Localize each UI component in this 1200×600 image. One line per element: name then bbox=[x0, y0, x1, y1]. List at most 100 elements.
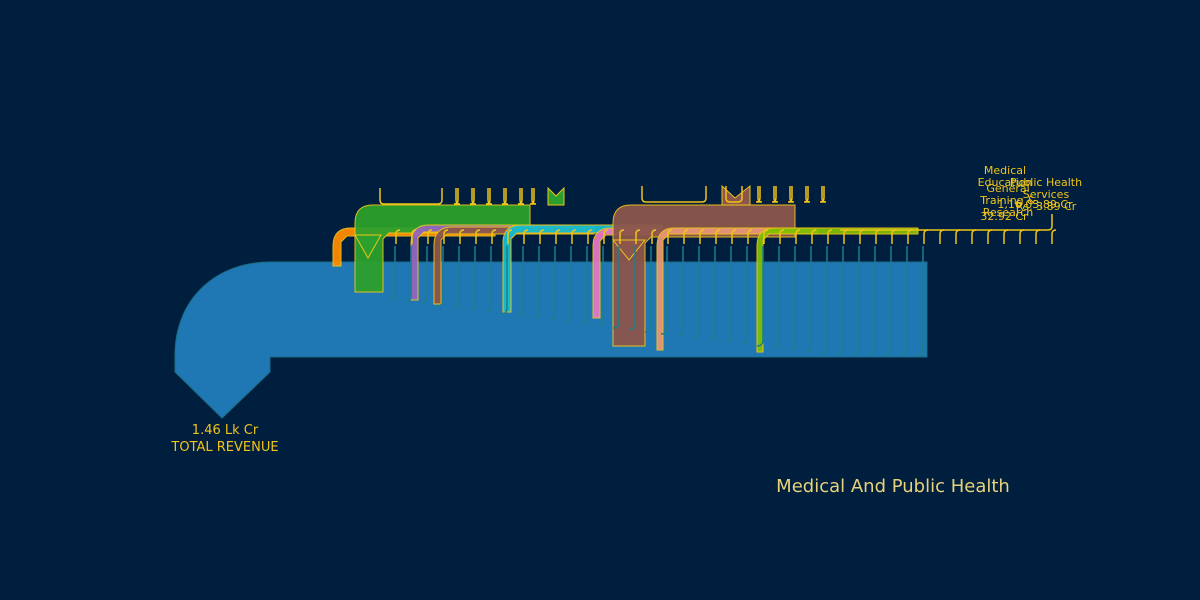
connector-line-30 bbox=[868, 246, 876, 356]
leaf-marker-38 bbox=[1003, 229, 1009, 244]
leaf-marker-33 bbox=[923, 229, 929, 244]
leaf-marker-40 bbox=[1035, 229, 1041, 244]
leaf-marker-25 bbox=[795, 229, 801, 244]
leaf-marker-26 bbox=[811, 229, 817, 244]
connector-line-23 bbox=[756, 246, 764, 347]
upper-bracket-4 bbox=[501, 188, 509, 205]
connector-line-5 bbox=[468, 246, 476, 311]
leaf-marker-20 bbox=[715, 229, 721, 244]
connector-line-17 bbox=[660, 246, 668, 335]
connector-line-14 bbox=[612, 246, 620, 329]
leaf-marker-23 bbox=[763, 229, 769, 244]
leaf-label-1-line-2: Research bbox=[983, 206, 1033, 219]
upper-bracket-1 bbox=[453, 188, 461, 205]
connector-line-3 bbox=[436, 246, 444, 307]
leaf-label-2-line-2: Rs. 3.89 Cr bbox=[1016, 200, 1077, 213]
connector-line-1 bbox=[404, 246, 412, 303]
branch-cyan bbox=[502, 224, 663, 313]
connector-line-2 bbox=[420, 246, 428, 305]
connector-line-29 bbox=[852, 246, 860, 356]
leaf-label-1-line-1: Training & bbox=[979, 194, 1036, 207]
connector-line-7 bbox=[500, 246, 508, 315]
upper-bracket-13 bbox=[819, 186, 827, 203]
connector-line-33 bbox=[916, 246, 924, 356]
connector-line-32 bbox=[900, 246, 908, 356]
upper-bracket-11 bbox=[787, 186, 795, 203]
leaf-marker-5 bbox=[475, 229, 481, 244]
connector-line-4 bbox=[452, 246, 460, 309]
leaf-marker-16 bbox=[651, 229, 657, 244]
leaf-labels: Medical Education General Training & Res… bbox=[978, 164, 1082, 223]
leaf-marker-3 bbox=[443, 229, 449, 244]
leaf-marker-15 bbox=[635, 229, 641, 244]
leaf-marker-27 bbox=[827, 229, 833, 244]
upper-bracket-12 bbox=[803, 186, 811, 203]
green-arrow-head bbox=[354, 234, 382, 260]
branch-flows bbox=[332, 184, 919, 353]
branch-pink bbox=[592, 227, 753, 319]
upper-bracket-5 bbox=[517, 188, 525, 205]
connector-line-16 bbox=[644, 246, 652, 333]
leaf-label-2-line-0: Public Health bbox=[1010, 176, 1082, 189]
connector-line-12 bbox=[580, 246, 588, 325]
connector-line-13 bbox=[596, 246, 604, 327]
connector-line-31 bbox=[884, 246, 892, 356]
connector-line-11 bbox=[564, 246, 572, 323]
connector-line-8 bbox=[516, 246, 524, 317]
connector-line-15 bbox=[628, 246, 636, 331]
leaf-marker-39 bbox=[1019, 229, 1025, 244]
connector-line-26 bbox=[804, 246, 812, 353]
leaf-markers bbox=[379, 186, 1057, 356]
leaf-marker-7 bbox=[507, 229, 513, 244]
connector-line-0 bbox=[388, 246, 396, 301]
root-value-label: 1.46 Lk Cr bbox=[192, 423, 259, 438]
leaf-label-0-line-0: Medical bbox=[984, 164, 1026, 177]
leaf-marker-19 bbox=[699, 229, 705, 244]
leaf-marker-11 bbox=[571, 229, 577, 244]
leaf-marker-36 bbox=[971, 229, 977, 244]
leaf-marker-10 bbox=[555, 229, 561, 244]
leaf-label-1-line-0: General bbox=[986, 182, 1029, 195]
branch-brown-small bbox=[433, 226, 595, 305]
leaf-marker-6 bbox=[491, 229, 497, 244]
connector-line-18 bbox=[676, 246, 684, 337]
leaf-marker-4 bbox=[459, 229, 465, 244]
upper-bracket-9 bbox=[755, 186, 763, 203]
leaf-marker-22 bbox=[747, 229, 753, 244]
connector-line-19 bbox=[692, 246, 700, 339]
leaf-label-0-line-1: Education bbox=[978, 176, 1033, 189]
leaf-marker-41 bbox=[1051, 229, 1057, 244]
root-flow bbox=[174, 261, 928, 419]
chart-title: Medical And Public Health bbox=[776, 476, 1010, 497]
connector-line-24 bbox=[772, 246, 780, 349]
leaf-marker-1 bbox=[411, 229, 417, 244]
right-end-bracket-0 bbox=[840, 214, 1053, 231]
leaf-marker-2 bbox=[427, 229, 433, 244]
leaf-marker-18 bbox=[683, 229, 689, 244]
brown-arrow-head bbox=[611, 239, 647, 261]
leaf-marker-34 bbox=[939, 229, 945, 244]
connector-line-10 bbox=[548, 246, 556, 321]
connector-line-27 bbox=[820, 246, 828, 355]
leaf-marker-37 bbox=[987, 229, 993, 244]
leaf-marker-0 bbox=[395, 229, 401, 244]
connector-line-22 bbox=[740, 246, 748, 345]
upper-bracket-7 bbox=[641, 186, 707, 203]
leaf-marker-24 bbox=[779, 229, 785, 244]
leaf-label-2-line-1: Services bbox=[1023, 188, 1070, 201]
leaf-marker-21 bbox=[731, 229, 737, 244]
leaf-marker-9 bbox=[539, 229, 545, 244]
upper-bracket-10 bbox=[771, 186, 779, 203]
connector-line-25 bbox=[788, 246, 796, 351]
connector-line-6 bbox=[484, 246, 492, 313]
leaf-marker-14 bbox=[619, 229, 625, 244]
green-notch bbox=[547, 186, 565, 206]
upper-bracket-0 bbox=[379, 188, 443, 205]
leaf-label-4-line-0: 32.92 Cr bbox=[980, 210, 1028, 223]
leaf-marker-13 bbox=[603, 229, 609, 244]
upper-bracket-2 bbox=[469, 188, 477, 205]
connector-line-21 bbox=[724, 246, 732, 343]
leaf-marker-8 bbox=[523, 229, 529, 244]
upper-bracket-6 bbox=[529, 188, 537, 205]
